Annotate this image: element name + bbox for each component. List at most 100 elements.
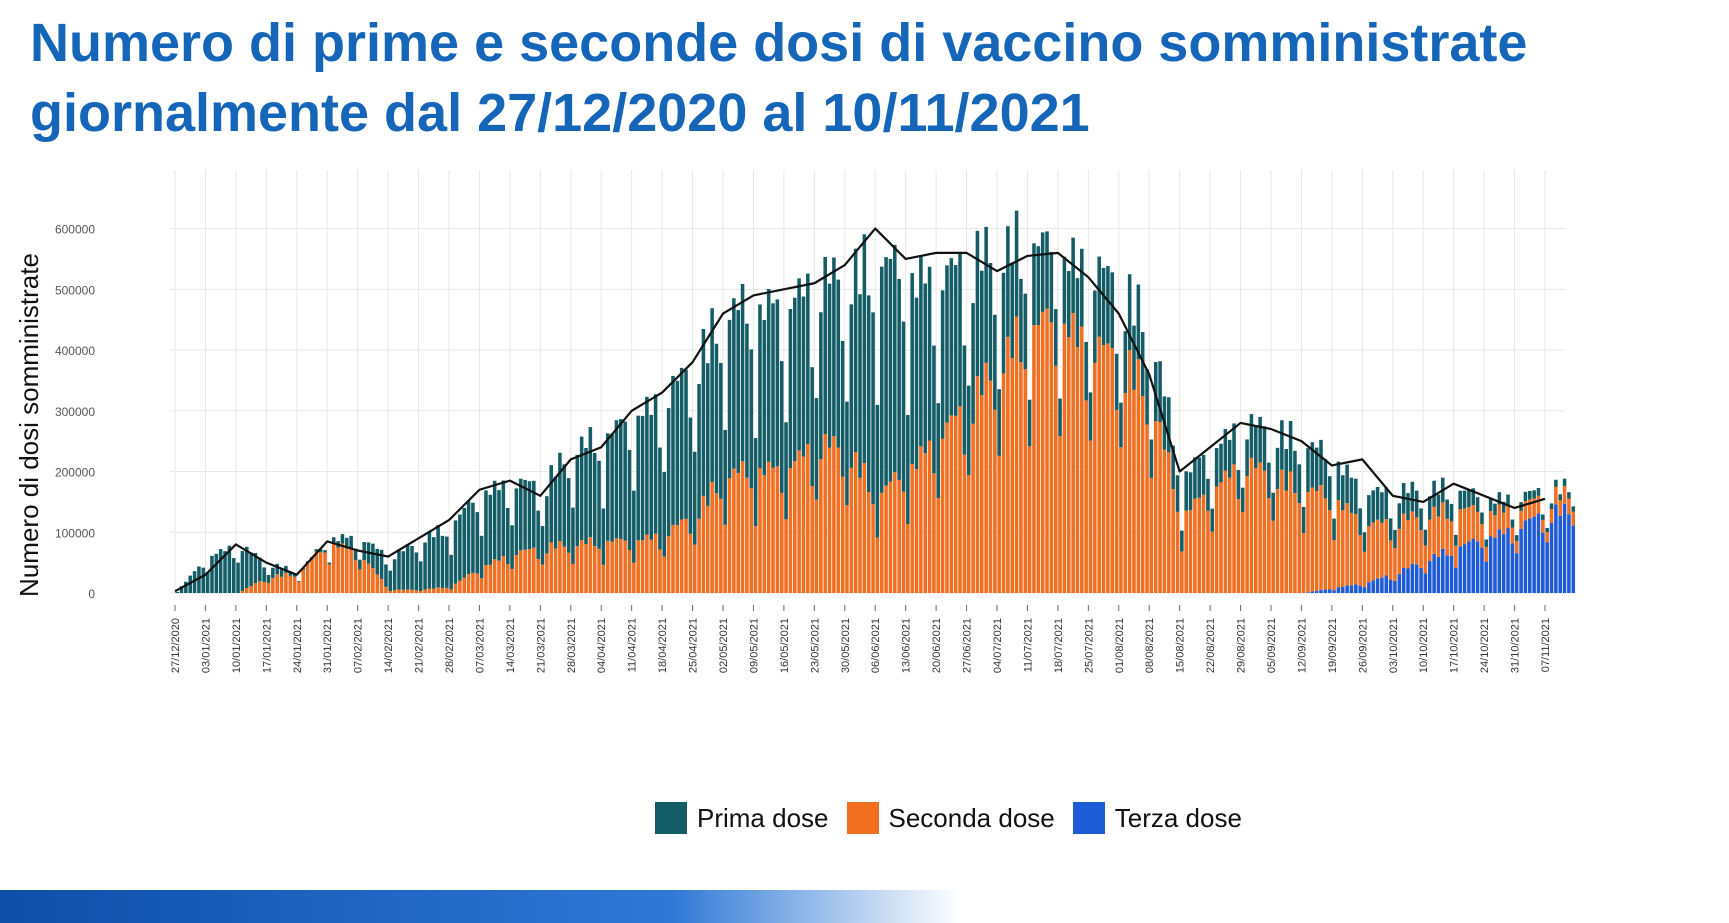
- bar-seconda-dose: [1401, 513, 1406, 568]
- bar-prima-dose: [349, 535, 353, 549]
- bar-seconda-dose: [349, 548, 353, 593]
- bar-prima-dose: [1206, 478, 1210, 511]
- bar-seconda-dose: [358, 569, 362, 593]
- bar-prima-dose: [1349, 477, 1354, 513]
- bar-terza-dose: [1432, 553, 1436, 593]
- bar-seconda-dose: [1514, 541, 1519, 554]
- bar-prima-dose: [1167, 397, 1171, 453]
- bar-seconda-dose: [845, 505, 849, 593]
- bar-seconda-dose: [492, 559, 497, 593]
- bar-prima-dose: [1045, 231, 1049, 309]
- bar-seconda-dose: [275, 574, 279, 593]
- bar-prima-dose: [327, 562, 332, 565]
- bar-seconda-dose: [862, 463, 867, 593]
- bar-seconda-dose: [1493, 515, 1497, 538]
- bar-prima-dose: [1071, 237, 1075, 314]
- bar-seconda-dose: [266, 582, 271, 593]
- bar-seconda-dose: [1358, 535, 1362, 586]
- bar-seconda-dose: [405, 589, 410, 593]
- bar-seconda-dose: [806, 444, 810, 593]
- bar-terza-dose: [1380, 577, 1384, 593]
- bar-seconda-dose: [1132, 389, 1136, 593]
- bar-prima-dose: [423, 542, 427, 590]
- bar-terza-dose: [1475, 541, 1480, 593]
- bar-seconda-dose: [797, 450, 801, 593]
- bar-seconda-dose: [966, 475, 971, 593]
- bar-seconda-dose: [679, 519, 684, 593]
- bar-prima-dose: [1075, 278, 1080, 348]
- bar-seconda-dose: [523, 549, 527, 593]
- bar-prima-dose: [766, 288, 771, 462]
- bar-prima-dose: [975, 230, 980, 377]
- bar-seconda-dose: [1449, 521, 1454, 556]
- bar-prima-dose: [1040, 232, 1045, 312]
- bar-seconda-dose: [1232, 464, 1236, 593]
- bar-seconda-dose: [658, 549, 662, 593]
- bar-prima-dose: [1254, 426, 1258, 469]
- bar-prima-dose: [1171, 445, 1175, 489]
- bar-seconda-dose: [1227, 477, 1232, 593]
- bar-seconda-dose: [1545, 532, 1549, 543]
- bar-prima-dose: [940, 290, 945, 439]
- bar-prima-dose: [1001, 272, 1006, 374]
- bar-terza-dose: [1384, 575, 1389, 593]
- bar-seconda-dose: [1362, 551, 1367, 588]
- bar-seconda-dose: [1458, 509, 1462, 547]
- x-tick-label: 23/05/2021: [809, 618, 821, 673]
- bar-seconda-dose: [1184, 510, 1188, 593]
- bar-seconda-dose: [1284, 490, 1288, 593]
- bar-prima-dose: [901, 321, 906, 492]
- bar-seconda-dose: [1084, 400, 1088, 593]
- bar-seconda-dose: [706, 505, 710, 593]
- bar-seconda-dose: [792, 461, 797, 593]
- bar-seconda-dose: [1262, 470, 1267, 593]
- bar-prima-dose: [949, 258, 954, 416]
- bar-seconda-dose: [1501, 512, 1506, 535]
- bar-terza-dose: [1480, 547, 1484, 593]
- y-tick-label: 600000: [55, 223, 95, 237]
- bar-terza-dose: [1414, 564, 1419, 593]
- legend-item-seconda: Seconda dose: [846, 802, 1055, 834]
- bar-prima-dose: [340, 534, 345, 544]
- y-tick-label: 200000: [55, 466, 95, 480]
- bar-prima-dose: [258, 557, 262, 582]
- bar-prima-dose: [184, 581, 188, 593]
- bar-prima-dose: [1536, 488, 1541, 496]
- bar-seconda-dose: [353, 560, 358, 593]
- bar-seconda-dose: [379, 578, 384, 593]
- bar-prima-dose: [218, 549, 223, 593]
- bar-seconda-dose: [940, 438, 945, 593]
- bar-prima-dose: [823, 256, 827, 434]
- bar-terza-dose: [1410, 563, 1415, 593]
- bar-prima-dose: [619, 419, 623, 539]
- bar-seconda-dose: [1027, 446, 1032, 593]
- slide-title: Numero di prime e seconde dosi di vaccin…: [30, 8, 1710, 148]
- bar-terza-dose: [1462, 544, 1467, 593]
- bar-prima-dose: [318, 549, 323, 552]
- bar-prima-dose: [1454, 534, 1458, 546]
- bar-seconda-dose: [388, 590, 393, 593]
- bar-terza-dose: [1471, 538, 1476, 593]
- bar-seconda-dose: [614, 538, 619, 593]
- bar-prima-dose: [1058, 398, 1062, 436]
- bar-seconda-dose: [888, 481, 893, 593]
- bar-prima-dose: [592, 453, 597, 547]
- bar-seconda-dose: [653, 533, 658, 593]
- x-tick-label: 24/10/2021: [1479, 618, 1491, 673]
- bar-terza-dose: [1571, 525, 1576, 593]
- bar-terza-dose: [1349, 585, 1354, 593]
- bar-terza-dose: [1327, 589, 1332, 593]
- bar-seconda-dose: [832, 436, 836, 593]
- bar-seconda-dose: [1388, 540, 1393, 580]
- bar-prima-dose: [623, 421, 627, 541]
- bar-prima-dose: [1123, 331, 1128, 393]
- y-tick-label: 500000: [55, 283, 95, 297]
- bar-seconda-dose: [305, 563, 310, 593]
- x-tick-label: 25/04/2021: [688, 618, 700, 673]
- bar-terza-dose: [1497, 529, 1502, 593]
- title-line-1: Numero di prime e seconde dosi di vaccin…: [30, 13, 1528, 73]
- bar-seconda-dose: [1036, 325, 1041, 593]
- bar-prima-dose: [971, 303, 975, 424]
- bar-prima-dose: [501, 480, 506, 557]
- bar-seconda-dose: [1319, 485, 1323, 590]
